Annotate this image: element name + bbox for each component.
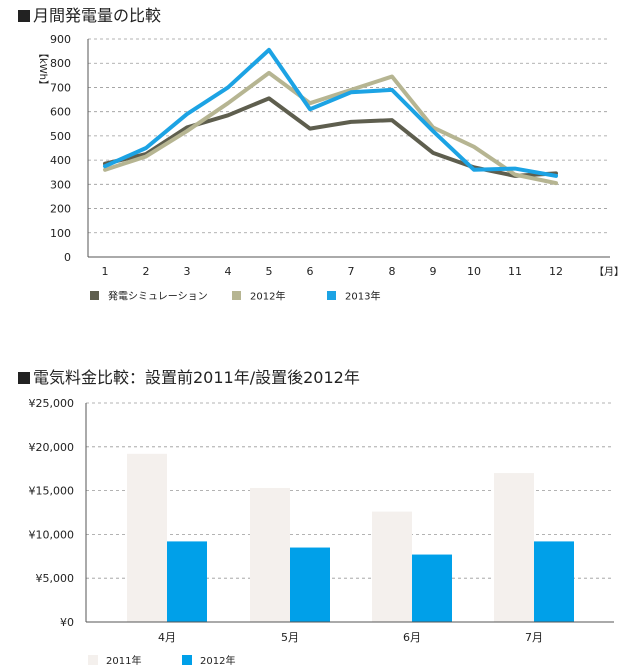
bar-chart: ¥0 ¥5,000 ¥10,000 ¥15,000 ¥20,000 ¥25,000 4月 5月…	[29, 397, 614, 667]
legend-swatch	[88, 655, 98, 665]
series-line-2	[103, 47, 558, 178]
x-tick-label: 9	[430, 265, 437, 278]
x-tick-label: 7	[348, 265, 355, 278]
bar-2012	[290, 547, 330, 622]
square-bullet-icon	[18, 372, 30, 384]
y-tick-label: 600	[50, 106, 71, 119]
bar-2012	[167, 541, 207, 622]
bar-chart-title: 電気料金比較：設置前2011年/設置後2012年	[18, 364, 360, 388]
bar-2011	[127, 453, 167, 622]
legend-label: 2012年	[250, 290, 285, 303]
y-tick-label: 900	[50, 33, 71, 46]
x-tick-label: 7月	[525, 631, 543, 644]
legend-label: 2011年	[106, 654, 141, 667]
x-tick-label: 10	[467, 265, 481, 278]
legend-swatch	[90, 291, 99, 300]
legend-label: 2013年	[345, 290, 380, 303]
x-tick-label: 12	[549, 265, 563, 278]
bar-2011	[372, 511, 412, 622]
bar-chart-section: 電気料金比較：設置前2011年/設置後2012年 ¥0 ¥5,000 ¥10,000…	[0, 360, 640, 672]
x-tick-label: 1	[102, 265, 109, 278]
y-tick-label: 0	[64, 251, 71, 264]
bar-2012	[412, 554, 452, 622]
x-tick-label: 2	[143, 265, 150, 278]
x-tick-label: 11	[508, 265, 522, 278]
legend-swatch	[182, 655, 192, 665]
x-tick-label: 5月	[281, 631, 299, 644]
line-chart-section: 月間発電量の比較 0 100 200 300 400 500 600 700 800 900 【kW…	[0, 0, 640, 320]
y-tick-label: ¥5,000	[36, 572, 75, 585]
y-tick-label: 300	[50, 178, 71, 191]
line-chart-title-text: 月間発電量の比較	[33, 6, 162, 25]
line-chart-title: 月間発電量の比較	[18, 2, 161, 26]
y-tick-label: ¥0	[60, 616, 74, 629]
x-tick-label: 5	[266, 265, 273, 278]
x-axis-label: 【月】	[594, 266, 624, 278]
y-tick-label: 400	[50, 154, 71, 167]
bar-2012	[534, 541, 574, 622]
bar-chart-title-text: 電気料金比較：設置前2011年/設置後2012年	[33, 368, 360, 387]
series-line-0	[103, 96, 558, 178]
bar-2011	[494, 473, 534, 622]
y-tick-label: 200	[50, 203, 71, 216]
series-line-1	[103, 70, 558, 186]
square-bullet-icon	[18, 10, 30, 22]
y-tick-label: 700	[50, 81, 71, 94]
y-tick-label: ¥20,000	[29, 441, 75, 454]
x-tick-label: 8	[389, 265, 396, 278]
x-tick-label: 4	[225, 265, 232, 278]
legend-label: 2012年	[200, 654, 235, 667]
bar-2011	[250, 487, 290, 622]
y-tick-label: 800	[50, 57, 71, 70]
legend-swatch	[232, 291, 241, 300]
x-tick-label: 6	[307, 265, 314, 278]
y-tick-label: 500	[50, 130, 71, 143]
y-tick-label: ¥10,000	[29, 528, 75, 541]
x-tick-label: 3	[184, 265, 191, 278]
y-tick-label: 100	[50, 227, 71, 240]
legend-label: 発電シミュレーション	[108, 290, 208, 303]
y-tick-label: ¥25,000	[29, 397, 75, 410]
legend-swatch	[327, 291, 336, 300]
y-axis-label: 【kWh】	[37, 48, 49, 90]
y-tick-label: ¥15,000	[29, 485, 75, 498]
x-tick-label: 4月	[158, 631, 176, 644]
x-tick-label: 6月	[403, 631, 421, 644]
